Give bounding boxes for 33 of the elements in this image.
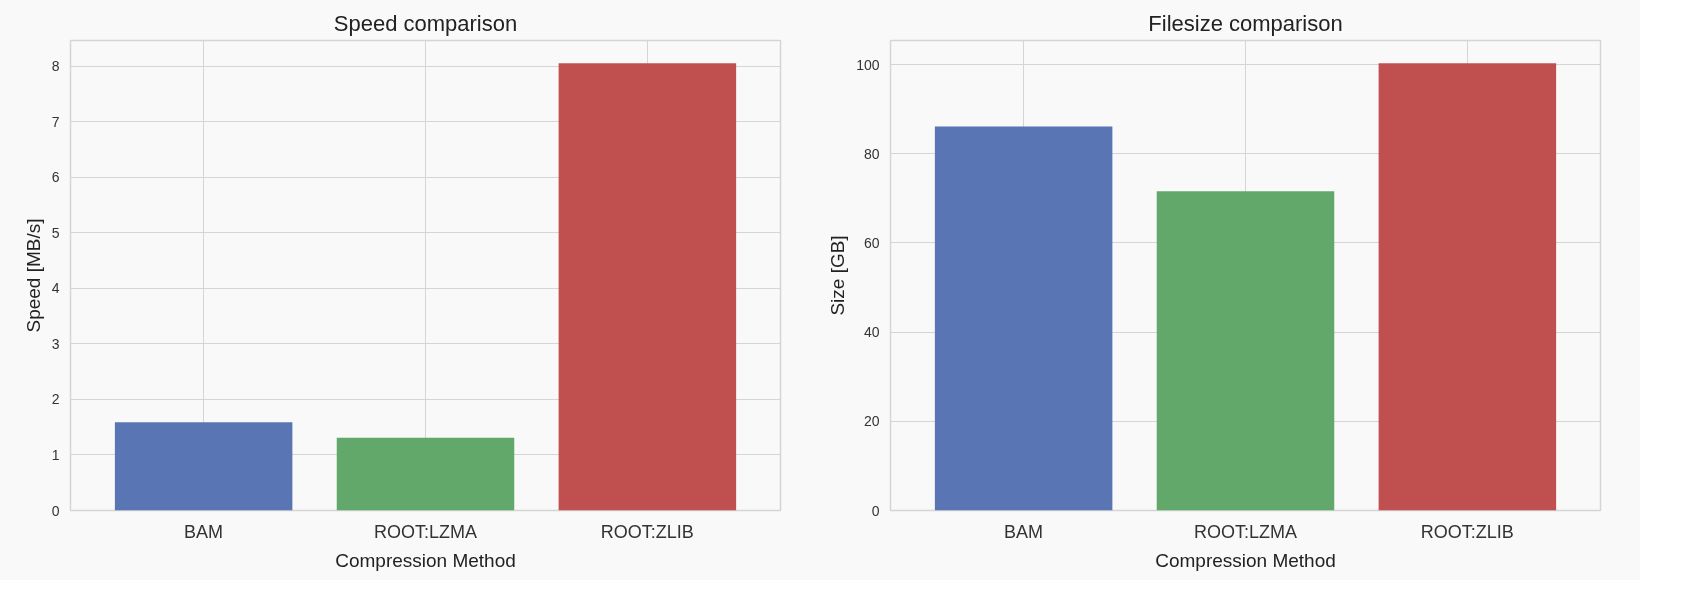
- x-tick-label: ROOT:ZLIB: [1420, 521, 1514, 542]
- chart-title: Speed comparison: [333, 10, 518, 36]
- x-tick-label: ROOT:LZMA: [374, 521, 478, 542]
- y-tick-label: 7: [51, 113, 60, 130]
- y-axis-title: Size [GB]: [827, 235, 849, 316]
- y-tick-label: 0: [51, 502, 60, 519]
- y-tick-label: 80: [863, 145, 880, 162]
- x-tick-label: BAM: [1004, 521, 1044, 542]
- y-tick-label: 3: [51, 335, 60, 352]
- y-tick-label: 60: [863, 234, 880, 251]
- y-axis-title: Speed [MB/s]: [22, 218, 44, 333]
- bar: [934, 126, 1113, 511]
- bar: [114, 422, 293, 511]
- x-tick-label: BAM: [184, 521, 224, 542]
- chart-title: Filesize comparison: [1148, 10, 1343, 36]
- y-tick-label: 6: [51, 169, 60, 186]
- y-tick-label: 20: [863, 413, 880, 430]
- y-tick-label: 4: [51, 280, 60, 297]
- y-tick-label: 40: [863, 324, 880, 341]
- y-tick-label: 2: [51, 391, 60, 408]
- bar: [1378, 63, 1557, 511]
- x-axis-title: Compression Method: [335, 549, 516, 571]
- x-tick-label: ROOT:ZLIB: [600, 521, 694, 542]
- y-tick-label: 0: [871, 502, 880, 519]
- y-tick-label: 100: [856, 56, 880, 73]
- y-tick-label: 5: [51, 224, 60, 241]
- bar: [336, 437, 515, 511]
- x-tick-label: ROOT:LZMA: [1194, 521, 1298, 542]
- bar: [558, 63, 737, 511]
- bar: [1156, 191, 1335, 511]
- x-axis-title: Compression Method: [1155, 549, 1336, 571]
- y-tick-label: 1: [51, 446, 60, 463]
- y-tick-label: 8: [51, 58, 60, 75]
